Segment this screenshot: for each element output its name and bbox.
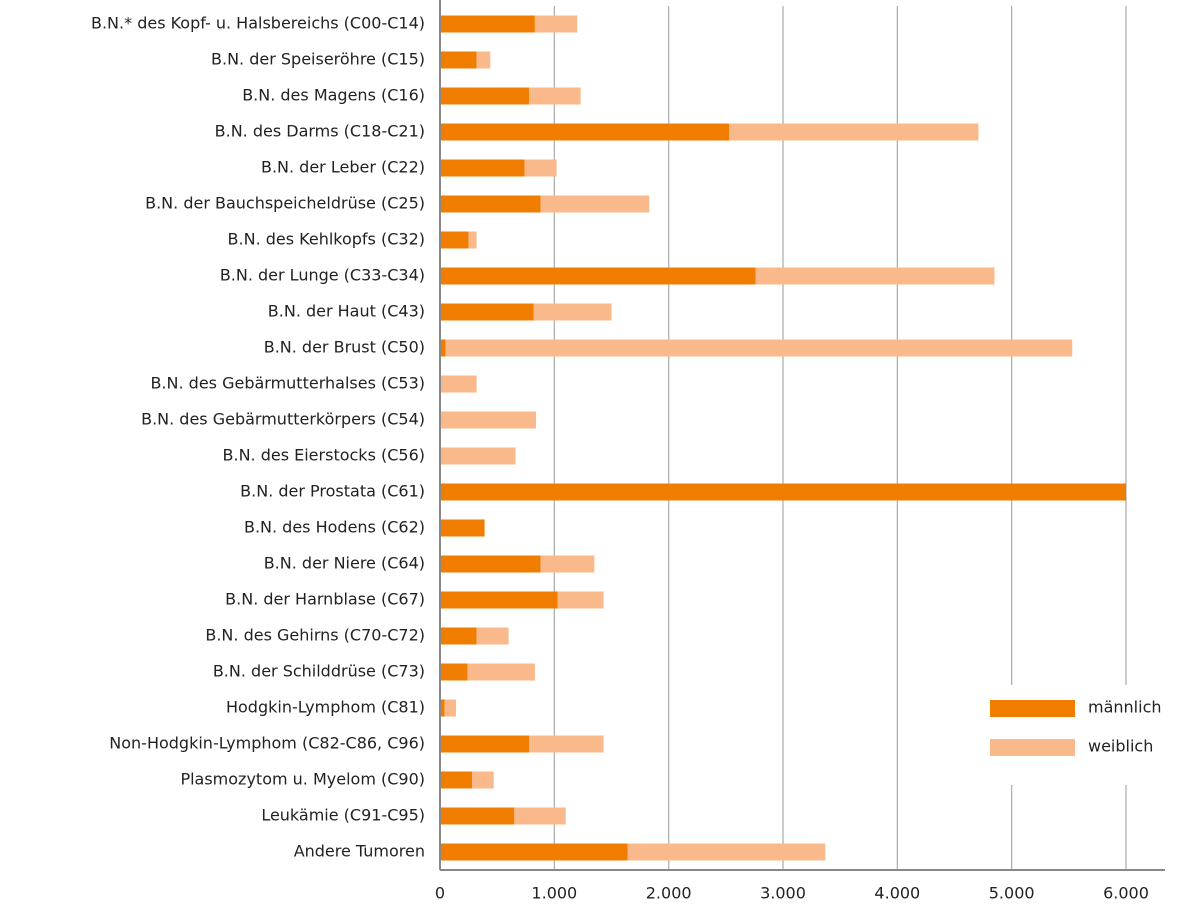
y-tick-label: B.N. der Schilddrüse (C73) bbox=[213, 662, 425, 681]
bar-segment bbox=[440, 807, 515, 825]
bar-segment bbox=[440, 663, 468, 681]
legend-swatch bbox=[990, 700, 1075, 717]
bar-segment bbox=[440, 519, 485, 537]
bar-segment bbox=[476, 627, 509, 645]
bar-segment bbox=[444, 699, 457, 717]
y-tick-label: B.N. der Brust (C50) bbox=[264, 338, 425, 357]
bar-segment bbox=[440, 627, 477, 645]
x-tick-label: 5.000 bbox=[989, 884, 1035, 903]
x-tick-label: 4.000 bbox=[874, 884, 920, 903]
bar-segment bbox=[440, 555, 541, 573]
y-tick-label: Plasmozytom u. Myelom (C90) bbox=[180, 770, 425, 789]
y-tick-label: B.N. des Magens (C16) bbox=[242, 86, 425, 105]
y-tick-label: B.N. des Gebärmutterkörpers (C54) bbox=[141, 410, 425, 429]
x-tick-label: 0 bbox=[435, 884, 445, 903]
bar-segment bbox=[440, 771, 473, 789]
legend-label: weiblich bbox=[1088, 737, 1153, 756]
bar-segment bbox=[540, 195, 650, 213]
bar-segment bbox=[440, 123, 730, 141]
bar-segment bbox=[440, 267, 756, 285]
bar-segment bbox=[534, 15, 578, 33]
bar-segment bbox=[440, 195, 541, 213]
bar-segment bbox=[440, 483, 1126, 501]
x-tick-label: 6.000 bbox=[1103, 884, 1149, 903]
bar-segment bbox=[467, 663, 535, 681]
bar-segment bbox=[472, 771, 494, 789]
bar-segment bbox=[440, 735, 530, 753]
y-tick-label: B.N.* des Kopf- u. Halsbereichs (C00-C14… bbox=[91, 14, 425, 33]
y-tick-label: B.N. der Prostata (C61) bbox=[240, 482, 425, 501]
x-tick-label: 1.000 bbox=[531, 884, 577, 903]
y-tick-label: B.N. der Harnblase (C67) bbox=[225, 590, 425, 609]
bar-segment bbox=[755, 267, 995, 285]
bar-segment bbox=[557, 591, 604, 609]
bar-segment bbox=[524, 159, 557, 177]
bar-segment bbox=[468, 231, 477, 249]
y-tick-label: B.N. der Speiseröhre (C15) bbox=[211, 50, 425, 69]
bar-segment bbox=[440, 303, 534, 321]
y-tick-label: B.N. des Hodens (C62) bbox=[244, 518, 425, 537]
bar-segment bbox=[440, 15, 535, 33]
bar-segment bbox=[729, 123, 979, 141]
bar-segment bbox=[529, 735, 604, 753]
y-tick-label: B.N. der Haut (C43) bbox=[268, 302, 425, 321]
y-tick-label: B.N. des Darms (C18-C21) bbox=[215, 122, 425, 141]
bar-segment bbox=[514, 807, 566, 825]
y-tick-label: B.N. des Eierstocks (C56) bbox=[223, 446, 426, 465]
bar-segment bbox=[445, 339, 1073, 357]
y-tick-label: B.N. des Gehirns (C70-C72) bbox=[205, 626, 425, 645]
x-tick-label: 3.000 bbox=[760, 884, 806, 903]
legend-swatch bbox=[990, 739, 1075, 756]
bar-segment bbox=[440, 447, 516, 465]
y-tick-label: Non-Hodgkin-Lymphom (C82-C86, C96) bbox=[109, 734, 425, 753]
bar-segment bbox=[440, 699, 445, 717]
y-tick-label: B.N. des Gebärmutterhalses (C53) bbox=[150, 374, 425, 393]
legend-label: männlich bbox=[1088, 698, 1162, 717]
bar-segment bbox=[627, 843, 826, 861]
y-tick-label: B.N. der Lunge (C33-C34) bbox=[220, 266, 425, 285]
bar-segment bbox=[440, 87, 530, 105]
bar-segment bbox=[529, 87, 581, 105]
x-tick-label: 2.000 bbox=[646, 884, 692, 903]
bar-segment bbox=[533, 303, 612, 321]
bar-segment bbox=[440, 375, 477, 393]
bar-segment bbox=[440, 843, 628, 861]
bar-segment bbox=[440, 339, 446, 357]
y-tick-label: B.N. des Kehlkopfs (C32) bbox=[228, 230, 425, 249]
bar-segment bbox=[440, 591, 558, 609]
bar-segment bbox=[440, 411, 537, 429]
bar-segment bbox=[476, 51, 491, 69]
y-tick-label: Leukämie (C91-C95) bbox=[261, 806, 425, 825]
bar-segment bbox=[440, 231, 469, 249]
y-tick-label: B.N. der Leber (C22) bbox=[261, 158, 425, 177]
bar-segment bbox=[440, 51, 477, 69]
y-tick-label: B.N. der Niere (C64) bbox=[264, 554, 425, 573]
bar-segment bbox=[440, 159, 525, 177]
y-tick-label: Hodgkin-Lymphom (C81) bbox=[226, 698, 425, 717]
y-tick-label: B.N. der Bauchspeicheldrüse (C25) bbox=[145, 194, 425, 213]
bar-segment bbox=[540, 555, 595, 573]
y-tick-label: Andere Tumoren bbox=[294, 842, 425, 861]
